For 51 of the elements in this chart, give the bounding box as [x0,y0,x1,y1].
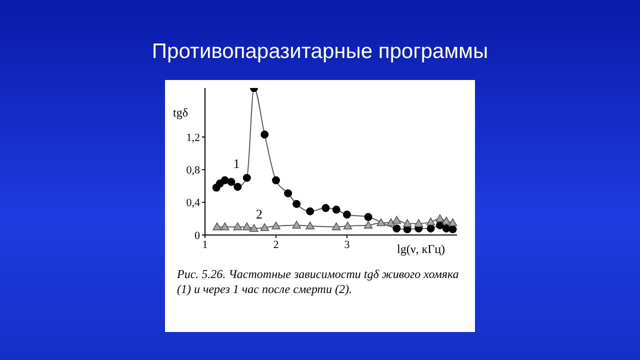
x-tick-label: 1 [202,238,208,251]
point [306,222,314,230]
point [220,176,229,184]
point [376,218,386,226]
point [272,176,280,184]
point [426,218,436,226]
chart-title: Противопаразитарные программы [150,40,490,64]
point [386,218,396,226]
series-label: 2 [256,206,262,222]
point [322,204,330,212]
point [448,218,457,226]
point [332,206,340,214]
point [332,222,341,230]
point [342,210,351,219]
point [402,219,412,227]
point [220,222,230,230]
point [343,222,352,230]
point [414,219,424,227]
point [448,225,457,234]
point [242,174,251,182]
y-tick-label: 1,2 [186,132,200,144]
point [227,178,236,186]
point [284,189,292,198]
x-tick-label: 2 [273,238,279,251]
point [260,223,270,232]
point [242,222,252,230]
point [292,200,301,208]
series-label: 1 [233,156,240,171]
point [292,220,301,229]
y-axis-title: tgδ [173,106,188,120]
point [442,216,451,225]
y-tick-label: 0,4 [186,197,200,210]
point [392,224,401,232]
text: Рис. 5.26. Частотные зависимости tgδ живого хомяка (1) и через 1 час после смерти (2). [177,267,460,297]
point [364,220,373,229]
point [426,224,435,232]
point [250,224,258,232]
point [364,213,372,222]
point [233,222,242,230]
point [392,216,402,224]
y-tick-label: 0,8 [186,164,200,177]
x-tick-label: 3 [344,238,350,251]
y-tick-label: 0 [194,230,200,242]
point [234,182,242,191]
point [212,222,222,230]
point [436,214,444,222]
point [306,207,314,216]
point [442,224,450,232]
point [260,130,269,139]
point [272,222,280,230]
x-axis-title: lg(ν, кГц) [397,242,445,256]
